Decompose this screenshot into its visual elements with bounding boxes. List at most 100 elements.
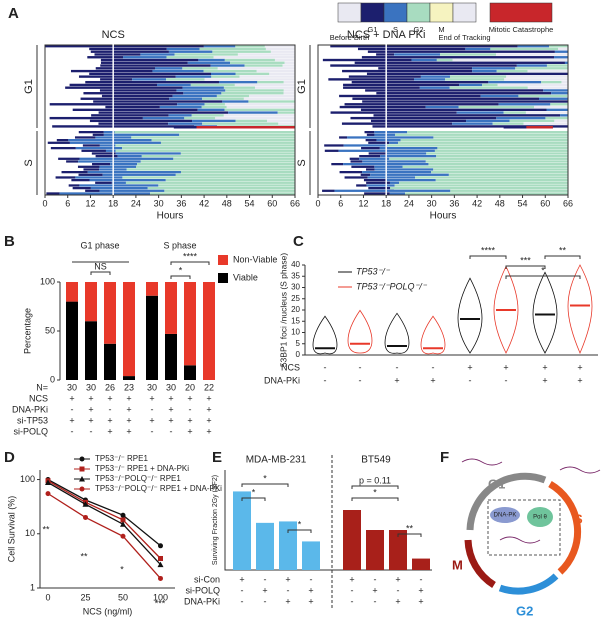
track-segment bbox=[386, 152, 427, 155]
condition-sign: - bbox=[351, 585, 354, 595]
track-segment bbox=[546, 64, 568, 67]
track-segment bbox=[89, 72, 212, 76]
track-segment bbox=[328, 78, 415, 81]
track-segment bbox=[99, 144, 116, 147]
track-segment bbox=[115, 149, 295, 152]
x-tick-label: 12 bbox=[358, 198, 368, 208]
track-segment bbox=[282, 64, 295, 67]
group-title: MDA-MB-231 bbox=[246, 455, 307, 466]
track-segment bbox=[141, 155, 295, 158]
track-segment bbox=[70, 69, 153, 73]
x-tick-label: 42 bbox=[472, 198, 482, 208]
bar bbox=[343, 510, 361, 570]
track-segment bbox=[179, 133, 295, 136]
track-segment bbox=[165, 179, 295, 182]
track-segment bbox=[356, 184, 367, 187]
track-segment bbox=[235, 119, 268, 123]
track-segment bbox=[374, 133, 396, 136]
bar-segment bbox=[184, 365, 196, 380]
condition-label: si-TP53 bbox=[17, 415, 48, 425]
significance-label: * bbox=[298, 519, 302, 529]
track-segment bbox=[450, 189, 568, 192]
condition-sign: + bbox=[542, 375, 547, 385]
track-segment bbox=[55, 176, 76, 179]
condition-sign: + bbox=[285, 596, 290, 606]
track-segment bbox=[550, 103, 568, 106]
bar-segment bbox=[85, 282, 97, 322]
track-segment bbox=[498, 103, 551, 106]
x-axis-title: Hours bbox=[157, 211, 184, 222]
bar bbox=[412, 558, 430, 570]
condition-label: DNA-PKi bbox=[184, 596, 220, 606]
track-segment bbox=[210, 64, 245, 67]
condition-label: si-Con bbox=[194, 574, 220, 584]
significance-label: * bbox=[263, 473, 267, 483]
panel-letter: E bbox=[212, 449, 222, 466]
track-segment bbox=[203, 45, 236, 48]
condition-label: NCS bbox=[281, 362, 300, 372]
x-axis-title: Hours bbox=[430, 211, 457, 222]
track-segment bbox=[224, 108, 295, 111]
track-segment bbox=[415, 176, 568, 179]
x-tick-label: 48 bbox=[495, 198, 505, 208]
track-segment bbox=[342, 69, 473, 73]
condition-sign: - bbox=[151, 404, 154, 414]
condition-sign: + bbox=[349, 574, 354, 584]
track-segment bbox=[237, 53, 295, 56]
track-segment bbox=[79, 157, 174, 160]
legend-label: G2 bbox=[413, 25, 423, 34]
legend-label: TP53⁻/⁻POLQ⁻/⁻ RPE1 bbox=[95, 474, 181, 483]
track-segment bbox=[201, 105, 227, 109]
track-segment bbox=[83, 92, 184, 95]
group-title: G1 phase bbox=[80, 240, 119, 250]
track-segment bbox=[545, 116, 568, 120]
track-segment bbox=[173, 157, 295, 160]
bar-segment bbox=[85, 321, 97, 380]
track-segment bbox=[361, 56, 555, 59]
track-segment bbox=[249, 94, 295, 98]
track-segment bbox=[151, 139, 295, 142]
series-line bbox=[47, 493, 161, 579]
y-axis-title: Surviving Fraction 2Gy (SF2) bbox=[212, 475, 219, 565]
track-segment bbox=[362, 160, 426, 163]
track-segment bbox=[168, 122, 203, 125]
track-segment bbox=[492, 122, 524, 125]
track-segment bbox=[92, 163, 111, 166]
condition-sign: + bbox=[107, 393, 112, 403]
track-segment bbox=[202, 122, 279, 125]
track-segment bbox=[202, 97, 244, 100]
track-segment bbox=[264, 45, 295, 48]
track-segment bbox=[150, 192, 295, 195]
track-segment bbox=[379, 147, 438, 150]
track-segment bbox=[389, 181, 400, 184]
significance-label: **** bbox=[183, 251, 198, 261]
protein-label: DNA-PK bbox=[494, 513, 517, 519]
track-segment bbox=[152, 69, 204, 73]
track-segment bbox=[554, 119, 568, 123]
x-tick-label: 18 bbox=[381, 198, 391, 208]
track-segment bbox=[389, 157, 568, 160]
track-segment bbox=[72, 108, 198, 111]
legend-swatch bbox=[406, 2, 431, 23]
condition-sign: + bbox=[395, 574, 400, 584]
track-segment bbox=[350, 116, 497, 120]
track-segment bbox=[95, 67, 155, 70]
track-segment bbox=[75, 147, 123, 150]
track-segment bbox=[98, 122, 169, 125]
track-segment bbox=[123, 56, 167, 59]
track-segment bbox=[527, 86, 568, 89]
track-segment bbox=[527, 69, 568, 73]
track-segment bbox=[348, 75, 421, 78]
condition-sign: + bbox=[262, 585, 267, 595]
series-line bbox=[47, 481, 161, 566]
track-segment bbox=[370, 119, 467, 123]
track-segment bbox=[211, 75, 240, 78]
condition-sign: + bbox=[308, 585, 313, 595]
track-segment bbox=[136, 165, 295, 168]
track-segment bbox=[283, 92, 295, 95]
track-segment bbox=[80, 97, 170, 100]
track-segment bbox=[449, 86, 528, 89]
track-segment bbox=[180, 152, 295, 155]
significance-bracket bbox=[241, 483, 289, 487]
condition-sign: - bbox=[359, 362, 362, 372]
